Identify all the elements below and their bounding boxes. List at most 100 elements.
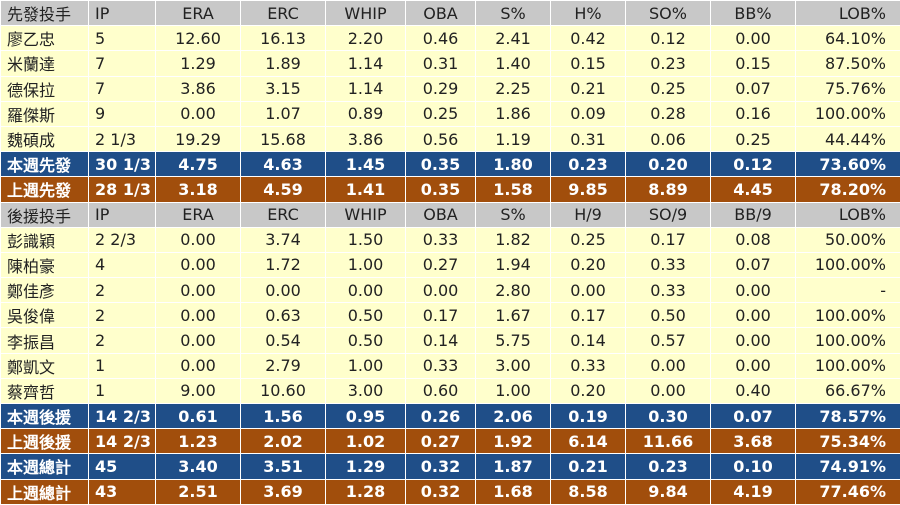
cell: 3.74 <box>240 226 326 253</box>
cell: 0.33 <box>625 277 711 304</box>
cell: 0.21 <box>550 75 626 102</box>
cell: 1.14 <box>325 75 406 102</box>
cell: 0.27 <box>405 251 476 279</box>
cell: 0.21 <box>550 453 626 480</box>
cell: 0.50 <box>325 327 406 354</box>
cell: 2.51 <box>155 478 241 505</box>
cell: 0.28 <box>625 100 711 127</box>
header-cell: OBA <box>405 0 476 27</box>
cell: 2 2/3 <box>88 226 156 253</box>
cell: 0.33 <box>550 352 626 379</box>
cell: 0.00 <box>710 25 796 52</box>
cell: 德保拉 <box>0 75 89 102</box>
cell: 0.20 <box>550 251 626 279</box>
header-cell: H% <box>550 0 626 27</box>
cell: 0.31 <box>550 125 626 153</box>
table-row: 本週後援 14 2/3 0.61 1.56 0.95 0.26 2.06 0.19 0.30 0.… <box>0 402 900 430</box>
cell: 吳俊偉 <box>0 302 89 329</box>
header-cell: BB% <box>710 0 796 27</box>
cell: 2.41 <box>475 25 551 52</box>
cell: 0.15 <box>710 50 796 77</box>
cell: 3.18 <box>155 176 241 203</box>
cell: 0.00 <box>625 352 711 379</box>
cell: 87.50% <box>795 50 900 77</box>
cell: 8.89 <box>625 176 711 203</box>
cell: 1.89 <box>240 50 326 77</box>
header-cell: BB/9 <box>710 201 796 228</box>
cell: 16.13 <box>240 25 326 52</box>
cell: 0.00 <box>240 277 326 304</box>
cell: 廖乙忠 <box>0 25 89 52</box>
cell: 0.60 <box>405 377 476 405</box>
cell: 2.80 <box>475 277 551 304</box>
cell: 43 <box>88 478 156 505</box>
cell: 9.84 <box>625 478 711 505</box>
cell: 李振昌 <box>0 327 89 354</box>
header-cell: ERC <box>240 0 326 27</box>
cell: 4.45 <box>710 176 796 203</box>
cell: 0.00 <box>710 302 796 329</box>
cell: 0.06 <box>625 125 711 153</box>
cell: 0.32 <box>405 453 476 480</box>
header-cell: IP <box>88 0 156 27</box>
cell: 米蘭達 <box>0 50 89 77</box>
header-cell: WHIP <box>325 0 406 27</box>
cell: 0.25 <box>550 226 626 253</box>
cell: 7 <box>88 75 156 102</box>
cell: 3.15 <box>240 75 326 102</box>
cell: 0.00 <box>405 277 476 304</box>
cell: 1.00 <box>475 377 551 405</box>
cell: 0.00 <box>325 277 406 304</box>
cell: 0.25 <box>405 100 476 127</box>
cell: 5.75 <box>475 327 551 354</box>
cell: 0.23 <box>550 151 626 178</box>
cell: 0.12 <box>625 25 711 52</box>
cell: 0.00 <box>710 352 796 379</box>
cell: 1.56 <box>240 402 326 430</box>
cell: 1.80 <box>475 151 551 178</box>
header-cell: S% <box>475 201 551 228</box>
cell: 8.58 <box>550 478 626 505</box>
table-row: 陳柏豪 4 0.00 1.72 1.00 0.27 1.94 0.20 0.33 0.07 100.… <box>0 251 900 279</box>
cell: 12.60 <box>155 25 241 52</box>
cell: 0.33 <box>625 251 711 279</box>
cell: 0.35 <box>405 151 476 178</box>
cell: 3.00 <box>325 377 406 405</box>
cell: 0.27 <box>405 428 476 455</box>
cell: 15.68 <box>240 125 326 153</box>
cell: 2.02 <box>240 428 326 455</box>
cell: 0.00 <box>550 277 626 304</box>
cell: 1.72 <box>240 251 326 279</box>
cell: 0.61 <box>155 402 241 430</box>
table-row: 彭識穎 2 2/3 0.00 3.74 1.50 0.33 1.82 0.25 0.17 0.08… <box>0 226 900 253</box>
cell: 0.30 <box>625 402 711 430</box>
header-cell: SO/9 <box>625 201 711 228</box>
header-cell: 後援投手 <box>0 201 89 228</box>
cell: 0.50 <box>325 302 406 329</box>
cell: 75.34% <box>795 428 900 455</box>
cell: 100.00% <box>795 302 900 329</box>
cell: 3.69 <box>240 478 326 505</box>
cell: 0.17 <box>550 302 626 329</box>
cell: 0.23 <box>625 50 711 77</box>
cell: 10.60 <box>240 377 326 405</box>
cell: 78.20% <box>795 176 900 203</box>
cell: 1.50 <box>325 226 406 253</box>
cell: 77.46% <box>795 478 900 505</box>
cell: 28 1/3 <box>88 176 156 203</box>
cell: 上週總計 <box>0 478 89 505</box>
table-row: 李振昌 2 0.00 0.54 0.50 0.14 5.75 0.14 0.57 0.00 100.… <box>0 327 900 354</box>
cell: 1 <box>88 377 156 405</box>
cell: 6.14 <box>550 428 626 455</box>
cell: 2.79 <box>240 352 326 379</box>
header-cell: LOB% <box>795 201 900 228</box>
header-cell: ERA <box>155 201 241 228</box>
cell: 0.54 <box>240 327 326 354</box>
cell: 0.50 <box>625 302 711 329</box>
cell: 44.44% <box>795 125 900 153</box>
cell: 14 2/3 <box>88 428 156 455</box>
cell: 魏碩成 <box>0 125 89 153</box>
table-row: 上週先發 28 1/3 3.18 4.59 1.41 0.35 1.58 9.85 8.89 4.… <box>0 176 900 203</box>
